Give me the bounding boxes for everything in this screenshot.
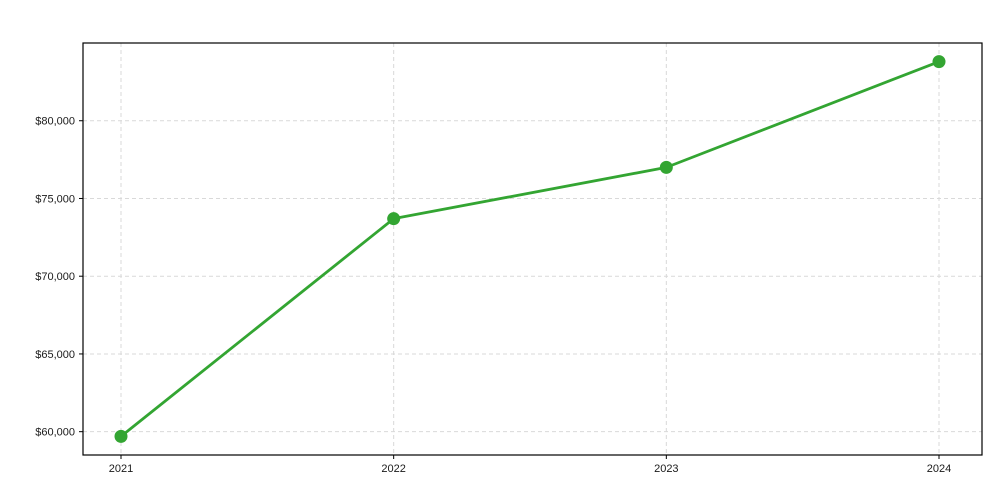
y-tick-label: $70,000 [35,271,75,283]
x-tick-label: 2022 [381,463,405,475]
y-tick-label: $60,000 [35,427,75,439]
x-tick-label: 2023 [654,463,678,475]
x-tick-label: 2024 [927,463,951,475]
y-tick-label: $80,000 [35,116,75,128]
income-trend-line [119,60,941,438]
y-tick-label: $65,000 [35,349,75,361]
data-point-marker [659,160,673,174]
data-point-marker [387,212,401,226]
data-point-marker [932,55,946,69]
y-tick-label: $75,000 [35,193,75,205]
data-point-marker [114,429,128,443]
axes-frame [82,42,983,456]
x-tick-label: 2021 [109,463,133,475]
